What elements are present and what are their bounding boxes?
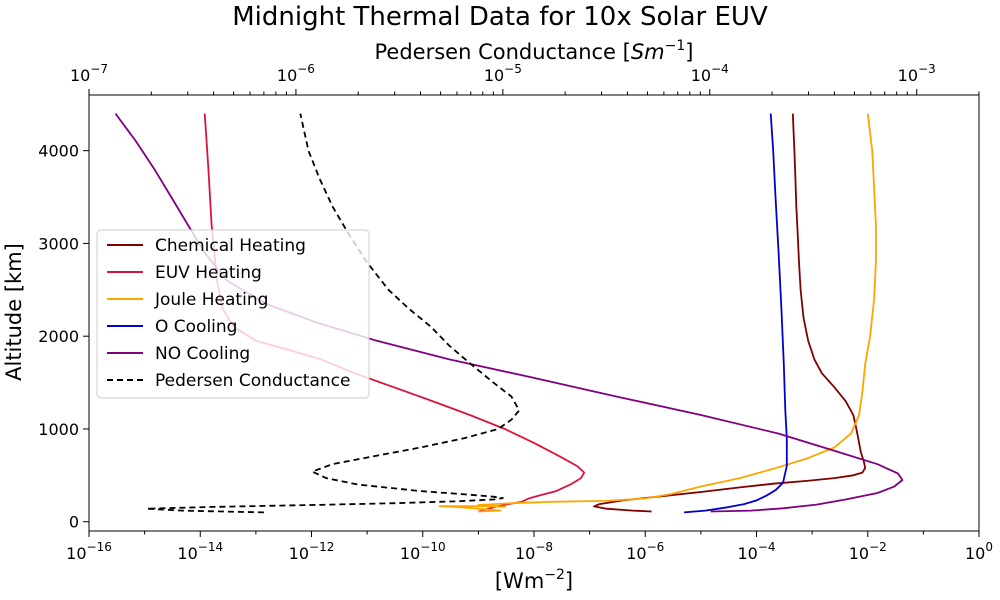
x-axis-label: [Wm−2] [495,567,573,593]
x-tick-label: 10−14 [177,540,223,563]
series-line-o-cooling [684,113,788,514]
x-tick-label: 100 [965,540,993,563]
top-x-tick-label: 10−6 [277,62,315,85]
legend-label: O Cooling [155,317,237,337]
top-x-axis-label: Pedersen Conductance [Sm−1] [375,38,694,64]
x-tick-label: 10−4 [737,540,775,563]
plot-frame [88,94,980,532]
x-tick-label: 10−16 [66,540,112,563]
y-axis-label: Altitude [km] [2,243,26,381]
top-x-tick-label: 10−7 [70,62,108,85]
x-tick-label: 10−10 [400,540,446,563]
legend-label: Chemical Heating [155,236,306,256]
y-tick-label: 4000 [38,142,79,161]
y-tick-label: 2000 [38,327,79,346]
chart-title: Midnight Thermal Data for 10x Solar EUV [232,2,768,32]
legend-label: Pedersen Conductance [155,371,350,391]
y-tick-label: 1000 [38,420,79,439]
x-tick-label: 10−2 [849,540,887,563]
y-tick-label: 3000 [38,234,79,253]
legend: Chemical Heating EUV Heating Joule Heating… [96,229,370,399]
series-line-joule-heating [438,113,877,513]
x-tick-label: 10−12 [289,540,335,563]
x-tick-label: 10−8 [515,540,553,563]
x-tick-label: 10−6 [626,540,664,563]
y-tick-label: 0 [69,513,79,532]
legend-box [96,229,370,399]
top-x-tick-label: 10−3 [898,62,936,85]
top-x-tick-label: 10−4 [691,62,729,85]
top-x-tick-label: 10−5 [484,62,522,85]
legend-label: EUV Heating [155,263,262,283]
legend-label: Joule Heating [154,290,268,310]
legend-label: NO Cooling [155,344,250,364]
